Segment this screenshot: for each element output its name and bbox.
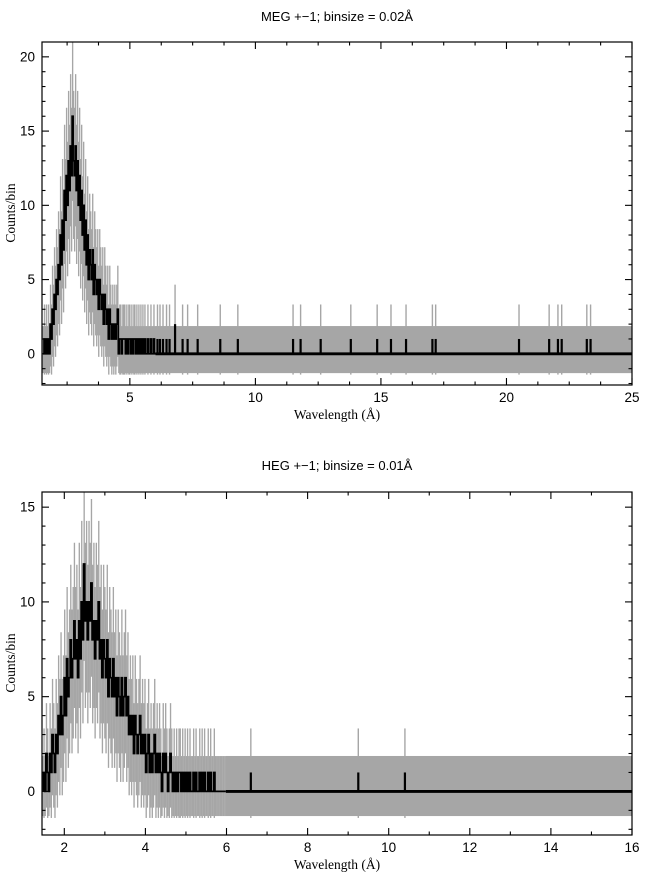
heg-x-tick-label: 16 [624,840,639,855]
meg-zero-error-band [155,326,632,374]
meg-y-tick-label: 0 [27,346,35,361]
meg-x-tick-label: 20 [499,390,514,405]
meg-y-tick-label: 15 [20,124,35,139]
heg-x-tick-label: 2 [61,840,69,855]
heg-y-axis-label: Counts/bin [3,633,18,693]
heg-y-tick-label: 0 [27,784,35,799]
meg-x-tick-label: 5 [126,390,134,405]
meg-x-tick-label: 15 [373,390,388,405]
meg-x-tick-label: 10 [248,390,263,405]
heg-x-tick-label: 4 [142,840,150,855]
heg-x-tick-label: 14 [543,840,559,855]
heg-x-axis-label: Wavelength (Å) [293,857,381,872]
meg-x-axis-label: Wavelength (Å) [293,407,381,422]
meg-histogram-data [42,42,632,375]
heg-y-tick-label: 10 [20,594,35,609]
heg-x-tick-label: 10 [381,840,396,855]
meg-y-axis-label: Counts/bin [3,183,18,243]
heg-title: HEG +−1; binsize = 0.01Å [261,458,413,473]
heg-zero-error-band [225,755,632,817]
heg-histogram-data [42,492,632,818]
heg-x-tick-label: 6 [223,840,231,855]
heg-plot-frame [41,491,633,836]
meg-plot-frame [41,41,633,386]
meg-x-tick-label: 25 [624,390,639,405]
heg-x-tick-label: 12 [462,840,477,855]
meg-y-tick-label: 10 [20,198,35,213]
meg-y-tick-label: 5 [27,272,35,287]
meg-y-tick-label: 20 [20,49,35,64]
heg-y-tick-label: 15 [20,500,35,515]
meg-title: MEG +−1; binsize = 0.02Å [260,9,414,24]
heg-y-tick-label: 5 [27,689,35,704]
heg-x-tick-label: 8 [304,840,312,855]
